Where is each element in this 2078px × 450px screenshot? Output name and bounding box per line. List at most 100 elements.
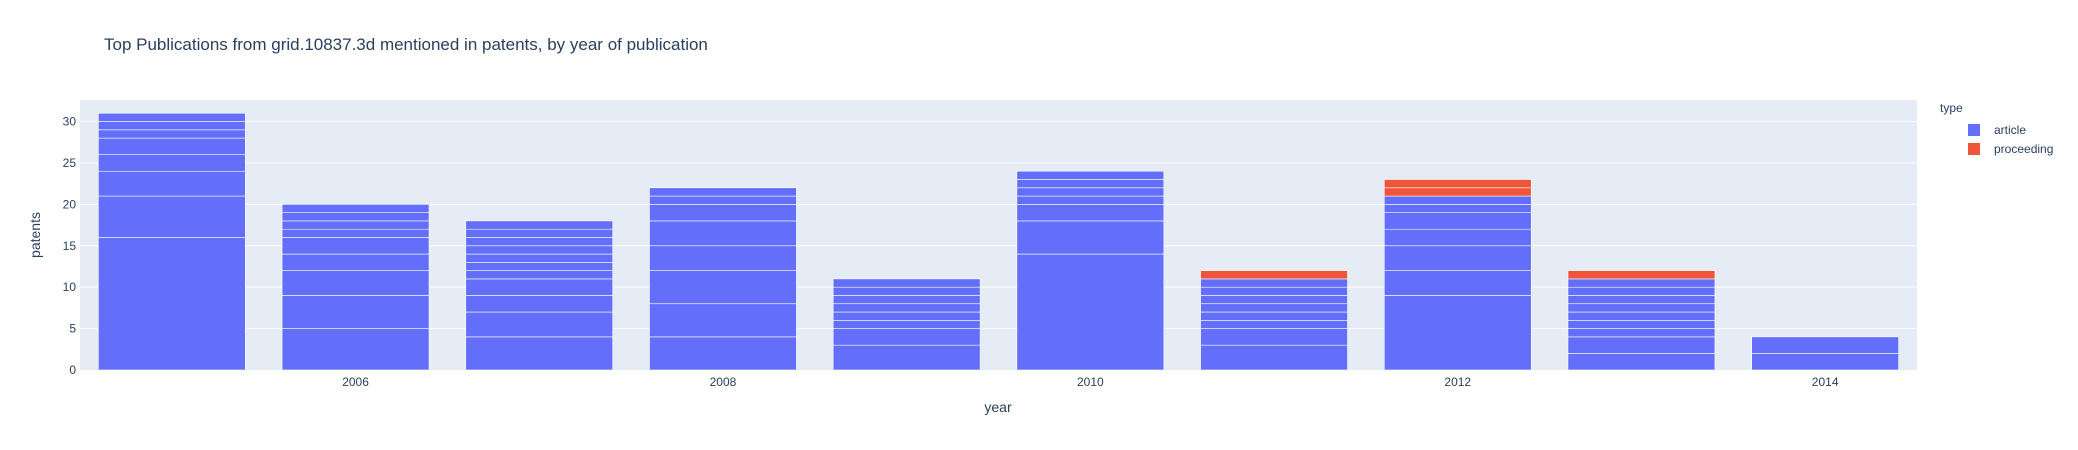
bar-segment-article[interactable] [649, 304, 796, 337]
bar-segment-article[interactable] [282, 204, 429, 212]
bar-segment-article[interactable] [282, 271, 429, 296]
bar-segment-article[interactable] [466, 229, 613, 237]
bar-segment-article[interactable] [649, 337, 796, 370]
bar-segment-article[interactable] [1201, 295, 1348, 303]
y-tick-label: 5 [69, 322, 76, 336]
bar-segment-article[interactable] [1568, 337, 1715, 354]
bar-segment-proceeding[interactable] [1568, 271, 1715, 279]
legend-swatch-proceeding[interactable] [1968, 143, 1980, 155]
bar-segment-article[interactable] [1201, 287, 1348, 295]
y-tick-label: 30 [63, 115, 77, 129]
bar-segment-article[interactable] [466, 237, 613, 245]
bar-segment-article[interactable] [1384, 213, 1531, 230]
bar-segment-article[interactable] [282, 213, 429, 221]
y-tick-label: 20 [63, 197, 77, 211]
bar-segment-article[interactable] [833, 345, 980, 370]
bar-segment-article[interactable] [1752, 353, 1899, 370]
bar-segment-article[interactable] [1201, 329, 1348, 346]
bar-segment-article[interactable] [833, 295, 980, 303]
bar-segment-article[interactable] [1017, 204, 1164, 221]
legend-label-article[interactable]: article [1994, 123, 2026, 137]
bar-segment-proceeding[interactable] [1384, 180, 1531, 188]
bar-segment-article[interactable] [1568, 329, 1715, 337]
bar-segment-article[interactable] [98, 237, 245, 370]
bar-segment-article[interactable] [1384, 246, 1531, 271]
bar-segment-article[interactable] [466, 254, 613, 262]
bar-segment-article[interactable] [1568, 353, 1715, 370]
chart-title: Top Publications from grid.10837.3d ment… [104, 35, 708, 54]
bar-segment-article[interactable] [1017, 196, 1164, 204]
bar-segment-article[interactable] [98, 138, 245, 155]
legend-swatch-article[interactable] [1968, 124, 1980, 136]
x-tick-label: 2008 [710, 375, 737, 389]
bar-segment-article[interactable] [833, 279, 980, 287]
bar-segment-article[interactable] [833, 320, 980, 328]
y-tick-label: 10 [63, 280, 77, 294]
bar-segment-article[interactable] [1568, 304, 1715, 312]
bar-segment-article[interactable] [466, 337, 613, 370]
bar-segment-article[interactable] [1201, 304, 1348, 312]
bar-segment-article[interactable] [98, 130, 245, 138]
x-axis-title: year [984, 399, 1012, 415]
bar-segment-proceeding[interactable] [1384, 188, 1531, 196]
bar-segment-article[interactable] [1384, 271, 1531, 296]
bar-segment-article[interactable] [98, 196, 245, 237]
bar-segment-article[interactable] [466, 271, 613, 279]
bar-segment-article[interactable] [1201, 279, 1348, 287]
bar-segment-article[interactable] [1201, 312, 1348, 320]
bar-segment-article[interactable] [282, 254, 429, 271]
bar-segment-article[interactable] [282, 229, 429, 237]
bar-segment-article[interactable] [1201, 345, 1348, 370]
x-tick-label: 2006 [342, 375, 369, 389]
legend[interactable]: type article proceeding [1940, 101, 2053, 156]
bar-segment-article[interactable] [649, 271, 796, 304]
bar-segment-article[interactable] [466, 312, 613, 337]
bar-segment-article[interactable] [466, 262, 613, 270]
bar-segment-article[interactable] [282, 295, 429, 328]
bar-segment-article[interactable] [1201, 320, 1348, 328]
bar-segment-article[interactable] [98, 171, 245, 196]
bar-segment-article[interactable] [1568, 287, 1715, 295]
bar-segment-article[interactable] [833, 312, 980, 320]
bar-segment-article[interactable] [98, 155, 245, 172]
bar-segment-article[interactable] [833, 304, 980, 312]
bar-segment-article[interactable] [282, 221, 429, 229]
bar-segment-article[interactable] [1568, 312, 1715, 320]
bar-segment-article[interactable] [1017, 254, 1164, 370]
legend-title: type [1940, 101, 1963, 115]
bar-segment-article[interactable] [1568, 320, 1715, 328]
bar-segment-article[interactable] [1384, 295, 1531, 370]
bar-segment-article[interactable] [1017, 188, 1164, 196]
bar-segment-article[interactable] [282, 329, 429, 370]
bar-segment-article[interactable] [1017, 221, 1164, 254]
bar-segment-article[interactable] [466, 221, 613, 229]
bar-segment-article[interactable] [1384, 204, 1531, 212]
bar-segment-article[interactable] [1017, 180, 1164, 188]
bar-segment-article[interactable] [1568, 295, 1715, 303]
bar-segment-article[interactable] [833, 329, 980, 346]
y-tick-labels: 051015202530 [63, 115, 77, 377]
bar-segment-article[interactable] [649, 188, 796, 196]
bar-segment-article[interactable] [1568, 279, 1715, 287]
x-tick-label: 2014 [1812, 375, 1839, 389]
legend-label-proceeding[interactable]: proceeding [1994, 142, 2053, 156]
bar-segment-article[interactable] [649, 246, 796, 271]
bar-segment-article[interactable] [466, 295, 613, 312]
bar-segment-article[interactable] [466, 279, 613, 296]
x-tick-label: 2012 [1444, 375, 1471, 389]
bar-segment-proceeding[interactable] [1201, 271, 1348, 279]
bar-segment-article[interactable] [98, 113, 245, 121]
bar-segment-article[interactable] [833, 287, 980, 295]
bar-segment-article[interactable] [649, 196, 796, 204]
bar-segment-article[interactable] [1752, 337, 1899, 354]
bar-segment-article[interactable] [1384, 229, 1531, 246]
y-tick-label: 25 [63, 156, 77, 170]
bar-segment-article[interactable] [649, 204, 796, 221]
bar-segment-article[interactable] [98, 122, 245, 130]
bar-segment-article[interactable] [466, 246, 613, 254]
bar-segment-article[interactable] [649, 221, 796, 246]
bar-segment-article[interactable] [282, 237, 429, 254]
bar-segment-article[interactable] [1384, 196, 1531, 204]
bar-segment-article[interactable] [1017, 171, 1164, 179]
